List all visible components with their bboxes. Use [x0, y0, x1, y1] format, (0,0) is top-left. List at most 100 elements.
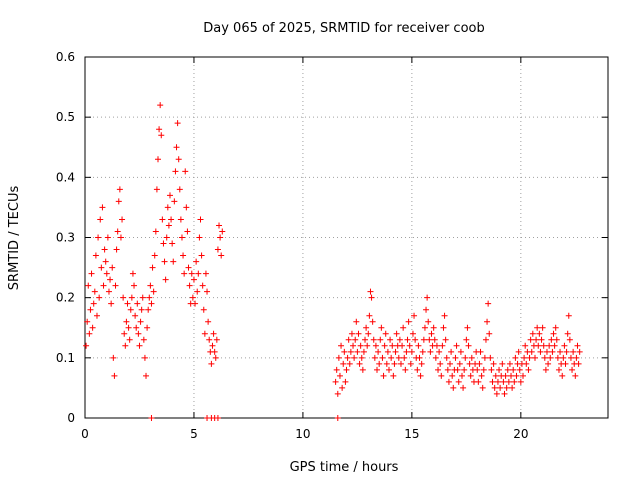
data-point [218, 252, 225, 259]
data-point [492, 372, 499, 379]
data-point [95, 234, 102, 241]
data-point [211, 348, 218, 355]
y-tick-label: 0.3 [56, 231, 75, 245]
data-point [107, 276, 114, 283]
data-point [464, 324, 471, 331]
data-point [423, 306, 430, 313]
data-point [555, 366, 562, 373]
data-point [520, 372, 527, 379]
data-point [375, 348, 382, 355]
data-point [113, 246, 120, 253]
data-point [418, 360, 425, 367]
data-point [458, 372, 465, 379]
data-point [146, 294, 153, 301]
data-point [426, 336, 433, 343]
data-point [189, 294, 196, 301]
data-point [143, 372, 150, 379]
data-point [209, 342, 216, 349]
data-point [513, 372, 520, 379]
data-point [208, 360, 215, 367]
data-point [135, 330, 142, 337]
data-point [338, 342, 345, 349]
data-point [151, 252, 158, 259]
data-point [333, 366, 340, 373]
data-point [399, 342, 406, 349]
data-point [93, 312, 100, 319]
data-point [141, 354, 148, 361]
data-point [428, 330, 435, 337]
data-point [565, 312, 572, 319]
data-point [201, 330, 208, 337]
data-point [343, 366, 350, 373]
data-point [104, 234, 111, 241]
data-point [574, 342, 581, 349]
data-point [436, 348, 443, 355]
data-point [214, 415, 221, 421]
data-point [479, 384, 486, 391]
data-point [424, 294, 431, 301]
data-point [116, 186, 123, 193]
data-point [204, 288, 211, 295]
data-point [395, 354, 402, 361]
data-point [334, 415, 341, 421]
data-point [543, 348, 550, 355]
data-point [200, 306, 207, 313]
y-tick-label: 0.4 [56, 170, 75, 184]
data-point [452, 354, 459, 361]
x-tick-label: 15 [404, 427, 419, 441]
data-point [334, 390, 341, 397]
data-point [437, 360, 444, 367]
data-point [389, 342, 396, 349]
data-point [502, 372, 509, 379]
y-tick-labels: 0 0.1 0.2 0.3 0.4 0.5 0.6 [56, 50, 75, 425]
data-point [155, 156, 162, 163]
data-point [125, 324, 132, 331]
data-point [522, 342, 529, 349]
data-point [357, 342, 364, 349]
data-point [460, 384, 467, 391]
data-point [148, 415, 155, 421]
data-point [87, 306, 94, 313]
data-point [163, 234, 170, 241]
data-point [465, 342, 472, 349]
data-point [352, 336, 359, 343]
data-point [136, 342, 143, 349]
data-point [467, 372, 474, 379]
data-point [448, 348, 455, 355]
data-point [336, 372, 343, 379]
data-point [457, 348, 464, 355]
data-point [411, 312, 418, 319]
data-point [111, 372, 118, 379]
data-point [180, 252, 187, 259]
data-point [152, 228, 159, 235]
data-point [124, 300, 131, 307]
data-point [168, 216, 175, 223]
data-point [499, 360, 506, 367]
data-point [368, 294, 375, 301]
data-point [432, 354, 439, 361]
data-point [164, 204, 171, 211]
data-point [140, 336, 147, 343]
data-point [102, 258, 109, 265]
grid [85, 57, 608, 418]
data-point [402, 366, 409, 373]
data-point [344, 354, 351, 361]
data-point [489, 378, 496, 385]
data-point [84, 318, 91, 325]
data-point [400, 324, 407, 331]
data-point [416, 354, 423, 361]
data-point [192, 300, 199, 307]
data-point [478, 372, 485, 379]
data-point [440, 324, 447, 331]
data-point [346, 360, 353, 367]
data-point [194, 288, 201, 295]
data-point [494, 378, 501, 385]
data-point [537, 348, 544, 355]
data-point [387, 336, 394, 343]
data-point [144, 324, 151, 331]
data-point [406, 342, 413, 349]
data-point [534, 324, 541, 331]
data-point [362, 336, 369, 343]
data-point [159, 216, 166, 223]
data-point [114, 228, 121, 235]
